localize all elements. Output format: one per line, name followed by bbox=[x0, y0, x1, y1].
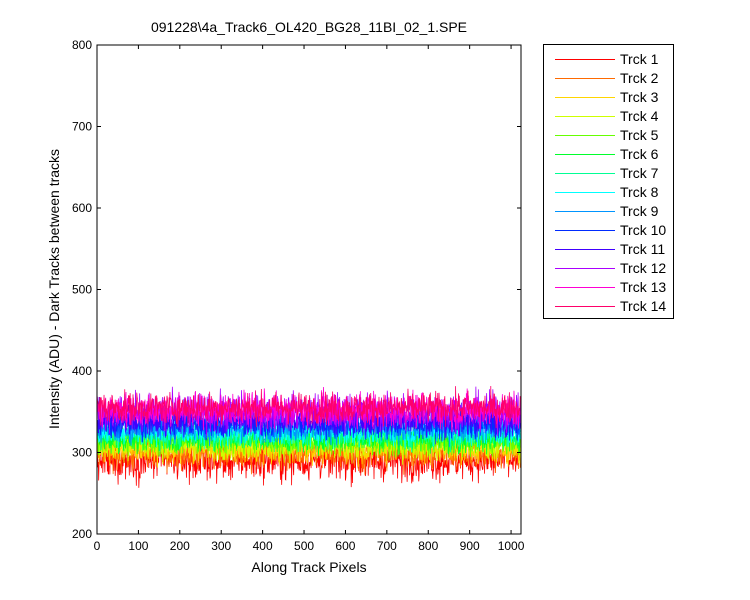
legend-swatch bbox=[555, 135, 615, 136]
legend-label: Trck 3 bbox=[620, 89, 659, 105]
legend-item-trck-7: Trck 7 bbox=[544, 164, 675, 183]
x-tick-label: 800 bbox=[418, 539, 438, 553]
legend-item-trck-1: Trck 1 bbox=[544, 50, 675, 69]
legend: Trck 1 Trck 2 Trck 3 Trck 4 Trck 5 Trck 6 Trck… bbox=[543, 44, 674, 319]
series-line-8 bbox=[96, 413, 521, 450]
legend-swatch bbox=[555, 173, 615, 174]
legend-swatch bbox=[555, 116, 615, 117]
x-tick-label: 200 bbox=[170, 539, 190, 553]
x-tick-label: 500 bbox=[294, 539, 314, 553]
legend-swatch bbox=[555, 78, 615, 79]
legend-item-trck-3: Trck 3 bbox=[544, 88, 675, 107]
legend-label: Trck 12 bbox=[620, 260, 667, 276]
legend-label: Trck 14 bbox=[620, 298, 667, 314]
legend-item-trck-11: Trck 11 bbox=[544, 240, 675, 259]
legend-swatch bbox=[555, 192, 615, 193]
legend-item-trck-10: Trck 10 bbox=[544, 221, 675, 240]
y-tick-label: 800 bbox=[72, 38, 92, 52]
y-tick-label: 400 bbox=[72, 364, 92, 378]
x-tick-label: 600 bbox=[335, 539, 355, 553]
legend-label: Trck 10 bbox=[620, 222, 667, 238]
x-axis-label: Along Track Pixels bbox=[251, 559, 367, 575]
legend-label: Trck 6 bbox=[620, 146, 659, 162]
legend-label: Trck 11 bbox=[620, 241, 666, 257]
x-tick-label: 700 bbox=[377, 539, 397, 553]
chart-title: 091228\4a_Track6_OL420_BG28_11BI_02_1.SP… bbox=[150, 19, 468, 35]
y-tick-label: 600 bbox=[72, 201, 92, 215]
x-tick-label: 1000 bbox=[498, 539, 525, 553]
legend-label: Trck 2 bbox=[620, 70, 659, 86]
legend-swatch bbox=[555, 154, 615, 155]
legend-item-trck-13: Trck 13 bbox=[544, 278, 675, 297]
legend-label: Trck 4 bbox=[620, 108, 659, 124]
y-tick-label: 300 bbox=[72, 446, 92, 460]
legend-item-trck-9: Trck 9 bbox=[544, 202, 675, 221]
x-tick-label: 0 bbox=[94, 539, 101, 553]
legend-swatch bbox=[555, 287, 615, 288]
legend-swatch bbox=[555, 306, 615, 307]
legend-item-trck-12: Trck 12 bbox=[544, 259, 675, 278]
legend-swatch bbox=[555, 249, 615, 250]
legend-label: Trck 9 bbox=[620, 203, 659, 219]
y-axis-label: Intensity (ADU) - Dark Tracks between tr… bbox=[46, 148, 62, 430]
legend-swatch bbox=[555, 97, 615, 98]
legend-item-trck-6: Trck 6 bbox=[544, 145, 675, 164]
legend-label: Trck 5 bbox=[620, 127, 659, 143]
x-tick-label: 100 bbox=[128, 539, 148, 553]
legend-swatch bbox=[555, 230, 615, 231]
legend-label: Trck 1 bbox=[620, 51, 659, 67]
legend-item-trck-8: Trck 8 bbox=[544, 183, 675, 202]
legend-swatch bbox=[555, 211, 615, 212]
legend-item-trck-2: Trck 2 bbox=[544, 69, 675, 88]
legend-swatch bbox=[555, 268, 615, 269]
y-tick-label: 500 bbox=[72, 283, 92, 297]
series-line-14 bbox=[96, 385, 521, 429]
y-tick-label: 200 bbox=[72, 527, 92, 541]
x-tick-label: 300 bbox=[211, 539, 231, 553]
legend-item-trck-14: Trck 14 bbox=[544, 297, 675, 316]
x-tick-label: 400 bbox=[253, 539, 273, 553]
legend-item-trck-4: Trck 4 bbox=[544, 107, 675, 126]
legend-label: Trck 7 bbox=[620, 165, 659, 181]
legend-swatch bbox=[555, 59, 615, 60]
legend-label: Trck 13 bbox=[620, 279, 667, 295]
x-tick-label: 900 bbox=[460, 539, 480, 553]
legend-item-trck-5: Trck 5 bbox=[544, 126, 675, 145]
y-tick-label: 700 bbox=[72, 120, 92, 134]
series-line-3 bbox=[96, 426, 521, 468]
legend-label: Trck 8 bbox=[620, 184, 659, 200]
